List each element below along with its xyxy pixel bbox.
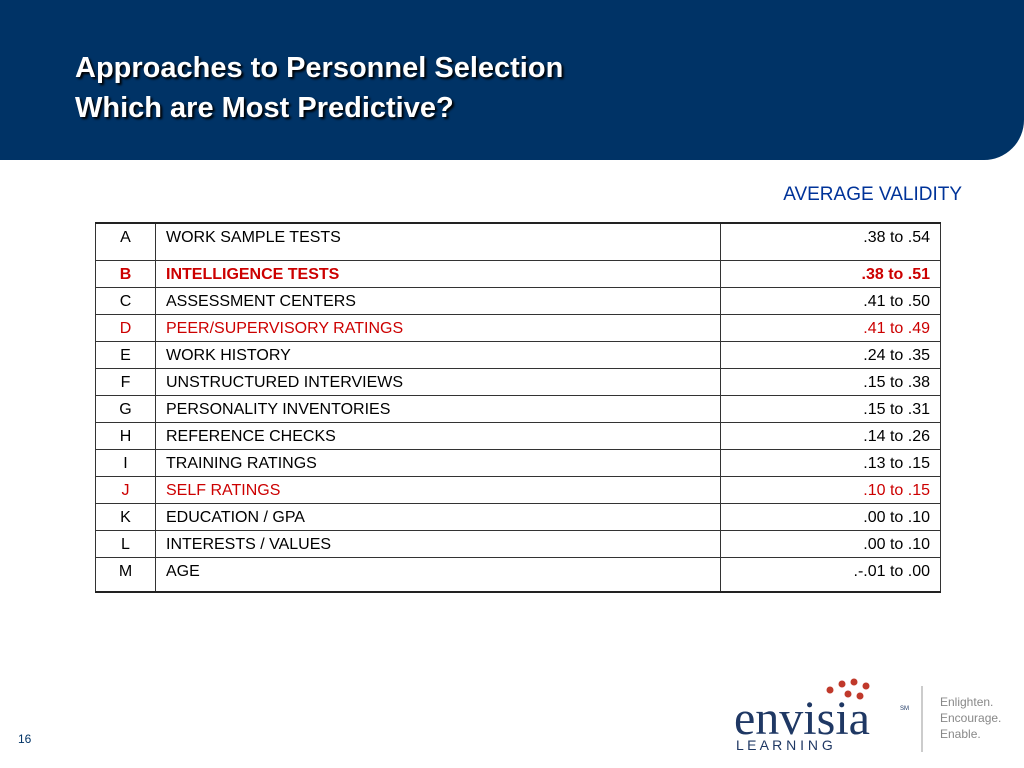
table-row: J SELF RATINGS .10 to .15 [95,475,941,504]
approach: ASSESSMENT CENTERS [155,286,721,315]
logo: envisia SM L E A R N I N G Enlighten. En… [734,678,1001,753]
table-row: D PEER/SUPERVISORY RATINGS .41 to .49 [95,313,941,342]
row-letter: E [95,340,156,369]
row-letter: M [95,556,156,593]
validity: .13 to .15 [720,448,941,477]
row-letter: F [95,367,156,396]
table-row: L INTERESTS / VALUES .00 to .10 [95,529,941,558]
validity: .38 to .51 [720,259,941,288]
table-row: H REFERENCE CHECKS .14 to .26 [95,421,941,450]
approach: PERSONALITY INVENTORIES [155,394,721,423]
approach: WORK SAMPLE TESTS [155,222,721,261]
table-row: M AGE .-.01 to .00 [95,556,941,593]
validity: .00 to .10 [720,529,941,558]
logo-mark: SM [900,706,909,712]
row-letter: A [95,222,156,261]
header-band [0,0,1024,160]
logo-tagline: Enable. [940,727,981,741]
row-letter: I [95,448,156,477]
approach: INTERESTS / VALUES [155,529,721,558]
approach: SELF RATINGS [155,475,721,504]
logo-subword: L E A R N I N G [736,737,833,753]
validity: .41 to .49 [720,313,941,342]
validity: .24 to .35 [720,340,941,369]
approach: REFERENCE CHECKS [155,421,721,450]
approach: PEER/SUPERVISORY RATINGS [155,313,721,342]
approach: INTELLIGENCE TESTS [155,259,721,288]
validity: .00 to .10 [720,502,941,531]
approach: UNSTRUCTURED INTERVIEWS [155,367,721,396]
title-line: Which are Most Predictive? [75,92,454,124]
validity: .-.01 to .00 [720,556,941,593]
logo-wordmark: envisia [734,692,870,745]
slide-title: Approaches to Personnel Selection Which … [75,48,563,128]
row-letter: C [95,286,156,315]
table-row: E WORK HISTORY .24 to .35 [95,340,941,369]
table-row: A WORK SAMPLE TESTS .38 to .54 [95,222,941,261]
logo-dots [826,678,870,700]
table-row: C ASSESSMENT CENTERS .41 to .50 [95,286,941,315]
column-heading: AVERAGE VALIDITY [783,184,962,205]
row-letter: J [95,475,156,504]
row-letter: B [95,259,156,288]
row-letter: H [95,421,156,450]
row-letter: D [95,313,156,342]
validity: .15 to .38 [720,367,941,396]
table-row: G PERSONALITY INVENTORIES .15 to .31 [95,394,941,423]
table-row: I TRAINING RATINGS .13 to .15 [95,448,941,477]
row-letter: G [95,394,156,423]
approach: WORK HISTORY [155,340,721,369]
approach: AGE [155,556,721,593]
validity: .14 to .26 [720,421,941,450]
title-line: Approaches to Personnel Selection [75,52,564,84]
approach: EDUCATION / GPA [155,502,721,531]
table-row: K EDUCATION / GPA .00 to .10 [95,502,941,531]
row-letter: L [95,529,156,558]
logo-tagline: Enlighten. [940,695,993,709]
row-letter: K [95,502,156,531]
validity: .10 to .15 [720,475,941,504]
validity: .41 to .50 [720,286,941,315]
validity: .15 to .31 [720,394,941,423]
validity: .38 to .54 [720,222,941,261]
table-row: F UNSTRUCTURED INTERVIEWS .15 to .38 [95,367,941,396]
approach: TRAINING RATINGS [155,448,721,477]
table-row: B INTELLIGENCE TESTS .38 to .51 [95,259,941,288]
logo-tagline: Encourage. [940,711,1001,725]
page-number: 16 [18,732,32,746]
selection-table: A WORK SAMPLE TESTS .38 to .54 B INTELLIGENC… [95,222,941,593]
